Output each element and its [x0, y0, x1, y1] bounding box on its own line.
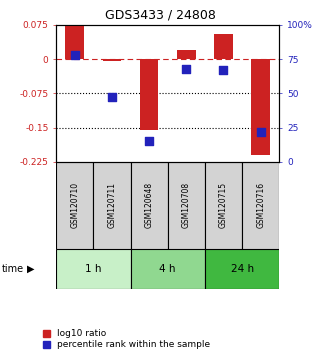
Bar — [242, 162, 279, 249]
Text: 1 h: 1 h — [85, 264, 102, 274]
Text: GSM120715: GSM120715 — [219, 182, 228, 228]
Bar — [56, 162, 93, 249]
Bar — [65, 25, 84, 59]
Text: GSM120648: GSM120648 — [145, 182, 154, 228]
Bar — [140, 59, 159, 130]
Bar — [251, 59, 270, 155]
Text: 24 h: 24 h — [230, 264, 254, 274]
Point — [109, 95, 115, 100]
Text: GSM120716: GSM120716 — [256, 182, 265, 228]
Bar — [56, 249, 131, 289]
Bar — [214, 34, 233, 59]
Point — [147, 138, 152, 143]
Bar — [131, 162, 168, 249]
Point — [258, 129, 263, 135]
Text: GSM120710: GSM120710 — [70, 182, 79, 228]
Bar — [177, 50, 195, 59]
Text: GSM120708: GSM120708 — [182, 182, 191, 228]
Bar — [205, 249, 279, 289]
Text: GSM120711: GSM120711 — [108, 182, 117, 228]
Point — [184, 66, 189, 72]
Point — [72, 52, 77, 58]
Bar — [131, 249, 205, 289]
Legend: log10 ratio, percentile rank within the sample: log10 ratio, percentile rank within the … — [43, 329, 211, 349]
Text: time: time — [2, 264, 24, 274]
Bar — [93, 162, 131, 249]
Text: 4 h: 4 h — [160, 264, 176, 274]
Point — [221, 67, 226, 73]
Bar — [205, 162, 242, 249]
Text: GDS3433 / 24808: GDS3433 / 24808 — [105, 9, 216, 22]
Text: ▶: ▶ — [27, 264, 35, 274]
Bar — [168, 162, 205, 249]
Bar — [103, 59, 121, 61]
